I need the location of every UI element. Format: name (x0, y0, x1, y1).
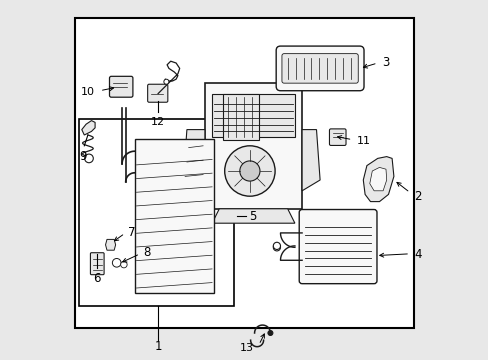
Circle shape (163, 79, 168, 84)
Polygon shape (105, 239, 115, 250)
Text: 10: 10 (81, 87, 95, 97)
Text: 1: 1 (154, 340, 162, 353)
Text: 13: 13 (240, 343, 254, 353)
Text: 9: 9 (80, 150, 87, 163)
FancyBboxPatch shape (276, 46, 363, 91)
Text: 5: 5 (249, 210, 256, 222)
Bar (212, 94, 294, 137)
Text: 7: 7 (128, 226, 136, 239)
Circle shape (267, 330, 272, 336)
Bar (79, 119, 233, 306)
Polygon shape (302, 130, 320, 191)
FancyBboxPatch shape (147, 84, 167, 102)
FancyBboxPatch shape (299, 210, 376, 284)
Polygon shape (369, 167, 386, 191)
Bar (75, 18, 413, 328)
FancyBboxPatch shape (329, 129, 346, 145)
Text: 3: 3 (381, 57, 388, 69)
Polygon shape (134, 139, 213, 293)
Circle shape (121, 261, 127, 268)
Text: 6: 6 (93, 272, 101, 285)
FancyBboxPatch shape (90, 253, 104, 275)
Polygon shape (212, 209, 294, 223)
Polygon shape (363, 157, 393, 202)
FancyBboxPatch shape (109, 76, 133, 97)
Circle shape (224, 146, 275, 196)
Text: 12: 12 (150, 117, 164, 127)
Circle shape (112, 258, 121, 267)
Circle shape (84, 154, 93, 163)
Text: 4: 4 (413, 248, 421, 261)
FancyBboxPatch shape (282, 54, 358, 83)
Bar (223, 94, 258, 140)
Text: 8: 8 (142, 246, 150, 259)
Circle shape (239, 161, 260, 181)
Text: 2: 2 (413, 190, 421, 203)
Bar (204, 83, 302, 209)
Circle shape (273, 242, 280, 249)
Text: 11: 11 (356, 136, 370, 146)
Polygon shape (183, 130, 204, 191)
Polygon shape (81, 121, 95, 135)
Circle shape (273, 244, 280, 251)
